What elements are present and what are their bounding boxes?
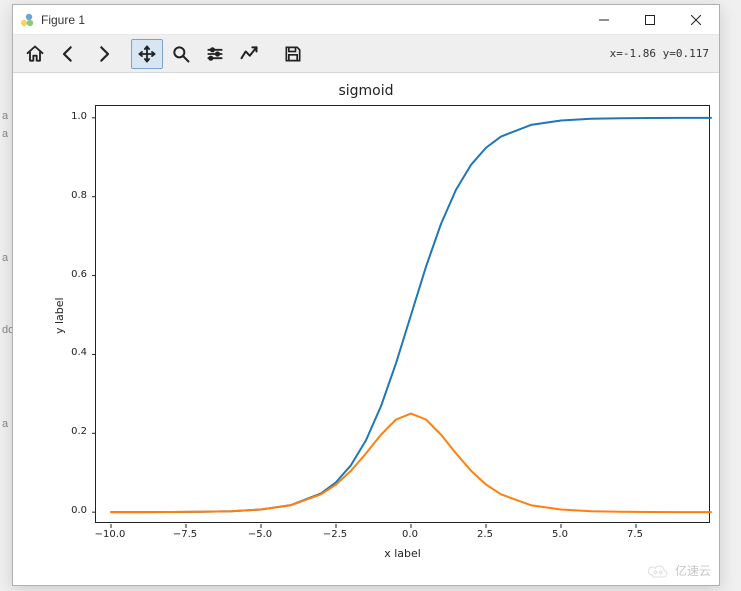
watermark-text: 亿速云 bbox=[675, 562, 711, 579]
gutter-text: a bbox=[2, 418, 8, 430]
y-tick-label: 0.0 bbox=[71, 506, 87, 516]
home-button[interactable] bbox=[19, 39, 51, 69]
configure-subplots-button[interactable] bbox=[199, 39, 231, 69]
save-button[interactable] bbox=[277, 39, 309, 69]
plot-svg bbox=[96, 106, 711, 524]
x-tick-label: −2.5 bbox=[323, 530, 347, 540]
forward-button[interactable] bbox=[87, 39, 119, 69]
maximize-button[interactable] bbox=[627, 5, 673, 35]
close-button[interactable] bbox=[673, 5, 719, 35]
titlebar: Figure 1 bbox=[13, 5, 719, 35]
y-tick-label: 0.6 bbox=[71, 270, 87, 280]
back-button[interactable] bbox=[53, 39, 85, 69]
series-sigmoid_derivative bbox=[111, 414, 711, 513]
x-axis-label: x label bbox=[384, 547, 421, 560]
series-sigmoid bbox=[111, 118, 711, 512]
gutter-text: a bbox=[2, 128, 8, 140]
x-tick-label: 0.0 bbox=[402, 530, 418, 540]
cursor-coords: x=-1.86 y=0.117 bbox=[610, 47, 713, 60]
figure-canvas[interactable]: sigmoid y label x label 亿速云 −10.0 −7.5 −5.… bbox=[13, 73, 719, 585]
gutter-text: a bbox=[2, 252, 8, 264]
window-title: Figure 1 bbox=[41, 13, 85, 27]
pan-button[interactable] bbox=[131, 39, 163, 69]
x-tick-label: 2.5 bbox=[477, 530, 493, 540]
y-axis-label: y label bbox=[53, 297, 66, 334]
zoom-button[interactable] bbox=[165, 39, 197, 69]
edit-axis-button[interactable] bbox=[233, 39, 265, 69]
chart-title: sigmoid bbox=[13, 83, 719, 99]
plot-area bbox=[95, 105, 710, 523]
y-tick-label: 0.8 bbox=[71, 191, 87, 201]
x-tick-label: 5.0 bbox=[552, 530, 568, 540]
gutter-text: a bbox=[2, 110, 8, 122]
x-tick-label: 7.5 bbox=[627, 530, 643, 540]
y-tick-label: 0.2 bbox=[71, 427, 87, 437]
app-icon bbox=[19, 12, 35, 28]
x-tick-label: −10.0 bbox=[95, 530, 126, 540]
y-tick-label: 1.0 bbox=[71, 112, 87, 122]
minimize-button[interactable] bbox=[581, 5, 627, 35]
watermark: 亿速云 bbox=[644, 562, 711, 579]
y-tick-label: 0.4 bbox=[71, 348, 87, 358]
x-tick-label: −5.0 bbox=[248, 530, 272, 540]
x-tick-label: −7.5 bbox=[173, 530, 197, 540]
figure-window: Figure 1 bbox=[12, 4, 720, 586]
toolbar: x=-1.86 y=0.117 bbox=[13, 35, 719, 73]
